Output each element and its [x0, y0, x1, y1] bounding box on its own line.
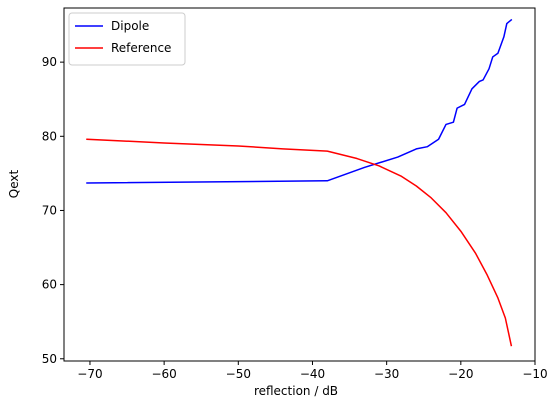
x-tick-label: −40	[300, 367, 325, 381]
y-axis-label: Qext	[7, 170, 21, 199]
x-tick-label: −20	[448, 367, 473, 381]
x-tick-label: −10	[522, 367, 547, 381]
x-axis-ticks: −70 −60 −50 −40 −30 −20 −10	[77, 361, 548, 381]
y-axis-ticks: 50 60 70 80 90	[42, 55, 64, 366]
x-tick-label: −50	[226, 367, 251, 381]
y-tick-label: 90	[42, 55, 57, 69]
series-lines	[86, 18, 513, 347]
legend: Dipole Reference	[68, 12, 186, 66]
legend-label-dipole: Dipole	[111, 19, 149, 33]
series-line-reference	[86, 138, 513, 347]
x-tick-label: −60	[151, 367, 176, 381]
x-axis-label: reflection / dB	[254, 384, 338, 398]
y-tick-label: 60	[42, 278, 57, 292]
y-tick-label: 70	[42, 203, 57, 217]
legend-label-reference: Reference	[111, 41, 171, 55]
series-line-dipole	[86, 18, 513, 184]
y-tick-label: 50	[42, 352, 57, 366]
x-tick-label: −30	[374, 367, 399, 381]
plot-area-frame	[63, 7, 536, 362]
y-tick-label: 80	[42, 129, 57, 143]
x-tick-label: −70	[77, 367, 102, 381]
